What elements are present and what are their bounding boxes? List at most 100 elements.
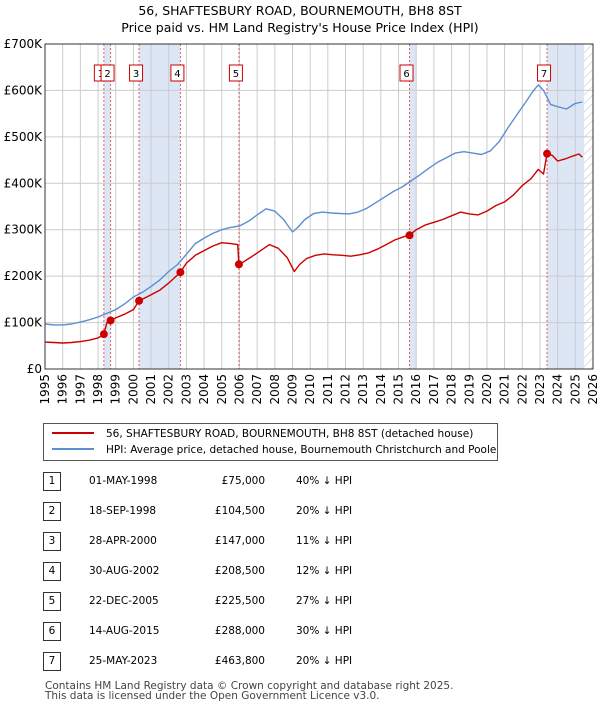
x-tick-label: 1995 — [38, 374, 52, 405]
marker-box — [170, 64, 185, 82]
x-tick-label: 1999 — [109, 374, 123, 405]
marker-label: 6 — [403, 69, 409, 80]
sale-hpi-diff: 30% ↓ HPI — [296, 625, 353, 637]
sale-hpi-diff: 12% ↓ HPI — [296, 565, 353, 577]
hpi-line — [44, 84, 583, 326]
x-tick-label: 2000 — [126, 374, 140, 405]
sale-price: £208,500 — [214, 565, 265, 577]
y-tick-label: £200K — [4, 269, 44, 283]
marker-box — [537, 64, 552, 82]
y-tick-label: £300K — [4, 223, 44, 237]
sale-point — [405, 231, 414, 240]
footer-licence: This data is licensed under the Open Gov… — [45, 690, 380, 702]
sale-date: 14-AUG-2015 — [89, 625, 160, 637]
sale-hpi-diff: 40% ↓ HPI — [296, 475, 353, 487]
x-tick-label: 2004 — [197, 374, 211, 405]
sale-hpi-diff: 11% ↓ HPI — [296, 535, 353, 547]
price-paid-line — [44, 152, 583, 344]
sale-point — [106, 316, 115, 325]
shaded-span — [409, 44, 417, 369]
x-tick-label: 2008 — [268, 374, 282, 405]
legend-item-hpi: HPI: Average price, detached house, Bour… — [52, 442, 496, 458]
x-tick-label: 2022 — [515, 374, 529, 405]
marker-label: 3 — [133, 69, 139, 80]
sale-point — [176, 268, 185, 277]
sale-row: 4 30-AUG-2002 £208,500 12% ↓ HPI — [43, 561, 403, 581]
marker-label: 4 — [174, 69, 180, 80]
sale-price: £225,500 — [214, 595, 265, 607]
legend-swatch-price-paid — [52, 432, 94, 434]
x-tick-label: 2025 — [568, 374, 582, 405]
forecast-hatch — [584, 44, 593, 369]
x-tick-label: 2009 — [285, 374, 299, 405]
title-line-2: Price paid vs. HM Land Registry's House … — [121, 20, 479, 35]
sale-price: £104,500 — [214, 505, 265, 517]
sale-price: £147,000 — [214, 535, 265, 547]
shaded-span — [139, 44, 181, 369]
marker-box — [100, 64, 115, 82]
sale-point — [234, 260, 243, 269]
sale-number-badge: 1 — [43, 472, 61, 491]
y-tick-label: £100K — [4, 316, 44, 330]
x-tick-label: 2018 — [445, 374, 459, 405]
x-tick-label: 2019 — [462, 374, 476, 405]
x-tick-label: 2007 — [250, 374, 264, 405]
sale-date: 28-APR-2000 — [89, 535, 157, 547]
sale-date: 22-DEC-2005 — [89, 595, 159, 607]
sale-point — [99, 330, 108, 339]
legend-item-price-paid: 56, SHAFTESBURY ROAD, BOURNEMOUTH, BH8 8… — [52, 426, 473, 442]
marker-label: 5 — [233, 69, 239, 80]
price-chart: £0 £100K £200K £300K £400K £500K £600K £700K 199… — [4, 37, 600, 405]
shaded-span — [547, 44, 585, 369]
legend-label-price-paid: 56, SHAFTESBURY ROAD, BOURNEMOUTH, BH8 8… — [106, 428, 474, 440]
sale-row: 3 28-APR-2000 £147,000 11% ↓ HPI — [43, 531, 403, 551]
sale-date: 25-MAY-2023 — [89, 655, 158, 667]
sale-date: 01-MAY-1998 — [89, 475, 158, 487]
marker-box — [228, 64, 243, 82]
marker-box — [129, 64, 144, 82]
sale-point — [543, 149, 552, 158]
sale-date: 30-AUG-2002 — [89, 565, 160, 577]
x-tick-label: 2003 — [179, 374, 193, 405]
x-tick-label: 1998 — [91, 374, 105, 405]
sale-row: 2 18-SEP-1998 £104,500 20% ↓ HPI — [43, 501, 403, 521]
sale-hpi-diff: 27% ↓ HPI — [296, 595, 353, 607]
x-tick-label: 1997 — [73, 374, 87, 405]
sale-number-badge: 3 — [43, 532, 61, 551]
marker-label: 7 — [541, 69, 547, 80]
sale-date: 18-SEP-1998 — [89, 505, 157, 517]
sale-number-badge: 5 — [43, 592, 61, 611]
sale-row: 5 22-DEC-2005 £225,500 27% ↓ HPI — [43, 591, 403, 611]
x-tick-label: 2014 — [374, 374, 388, 405]
sale-number-badge: 7 — [43, 652, 61, 671]
x-tick-label: 2011 — [321, 374, 335, 405]
sale-price: £463,800 — [214, 655, 265, 667]
x-tick-label: 1996 — [56, 374, 70, 405]
x-tick-label: 2002 — [162, 374, 176, 405]
y-tick-label: £400K — [4, 176, 44, 190]
sale-number-badge: 2 — [43, 502, 61, 521]
sale-row: 6 14-AUG-2015 £288,000 30% ↓ HPI — [43, 621, 403, 641]
x-tick-label: 2026 — [586, 374, 600, 405]
x-tick-label: 2015 — [392, 374, 406, 405]
footer-copyright: Contains HM Land Registry data © Crown c… — [45, 680, 454, 692]
legend-label-hpi: HPI: Average price, detached house, Bour… — [106, 444, 497, 456]
sale-row: 1 01-MAY-1998 £75,000 40% ↓ HPI — [43, 471, 403, 491]
x-tick-label: 2001 — [144, 374, 158, 405]
marker-box — [399, 64, 414, 82]
footer: Contains HM Land Registry data © Crown c… — [45, 680, 454, 702]
legend-swatch-hpi — [52, 448, 94, 450]
sale-number-badge: 4 — [43, 562, 61, 581]
x-tick-label: 2017 — [427, 374, 441, 405]
x-tick-label: 2021 — [498, 374, 512, 405]
y-tick-label: £0 — [27, 362, 42, 376]
marker-label: 2 — [104, 69, 110, 80]
y-tick-label: £500K — [4, 130, 44, 144]
x-tick-label: 2005 — [215, 374, 229, 405]
sale-row: 7 25-MAY-2023 £463,800 20% ↓ HPI — [43, 651, 403, 671]
title-line-1: 56, SHAFTESBURY ROAD, BOURNEMOUTH, BH8 8… — [138, 3, 462, 18]
sale-point — [135, 296, 144, 305]
x-tick-label: 2024 — [551, 374, 565, 405]
chart-title: 56, SHAFTESBURY ROAD, BOURNEMOUTH, BH8 8… — [0, 2, 600, 36]
chart-legend: 56, SHAFTESBURY ROAD, BOURNEMOUTH, BH8 8… — [43, 423, 498, 461]
